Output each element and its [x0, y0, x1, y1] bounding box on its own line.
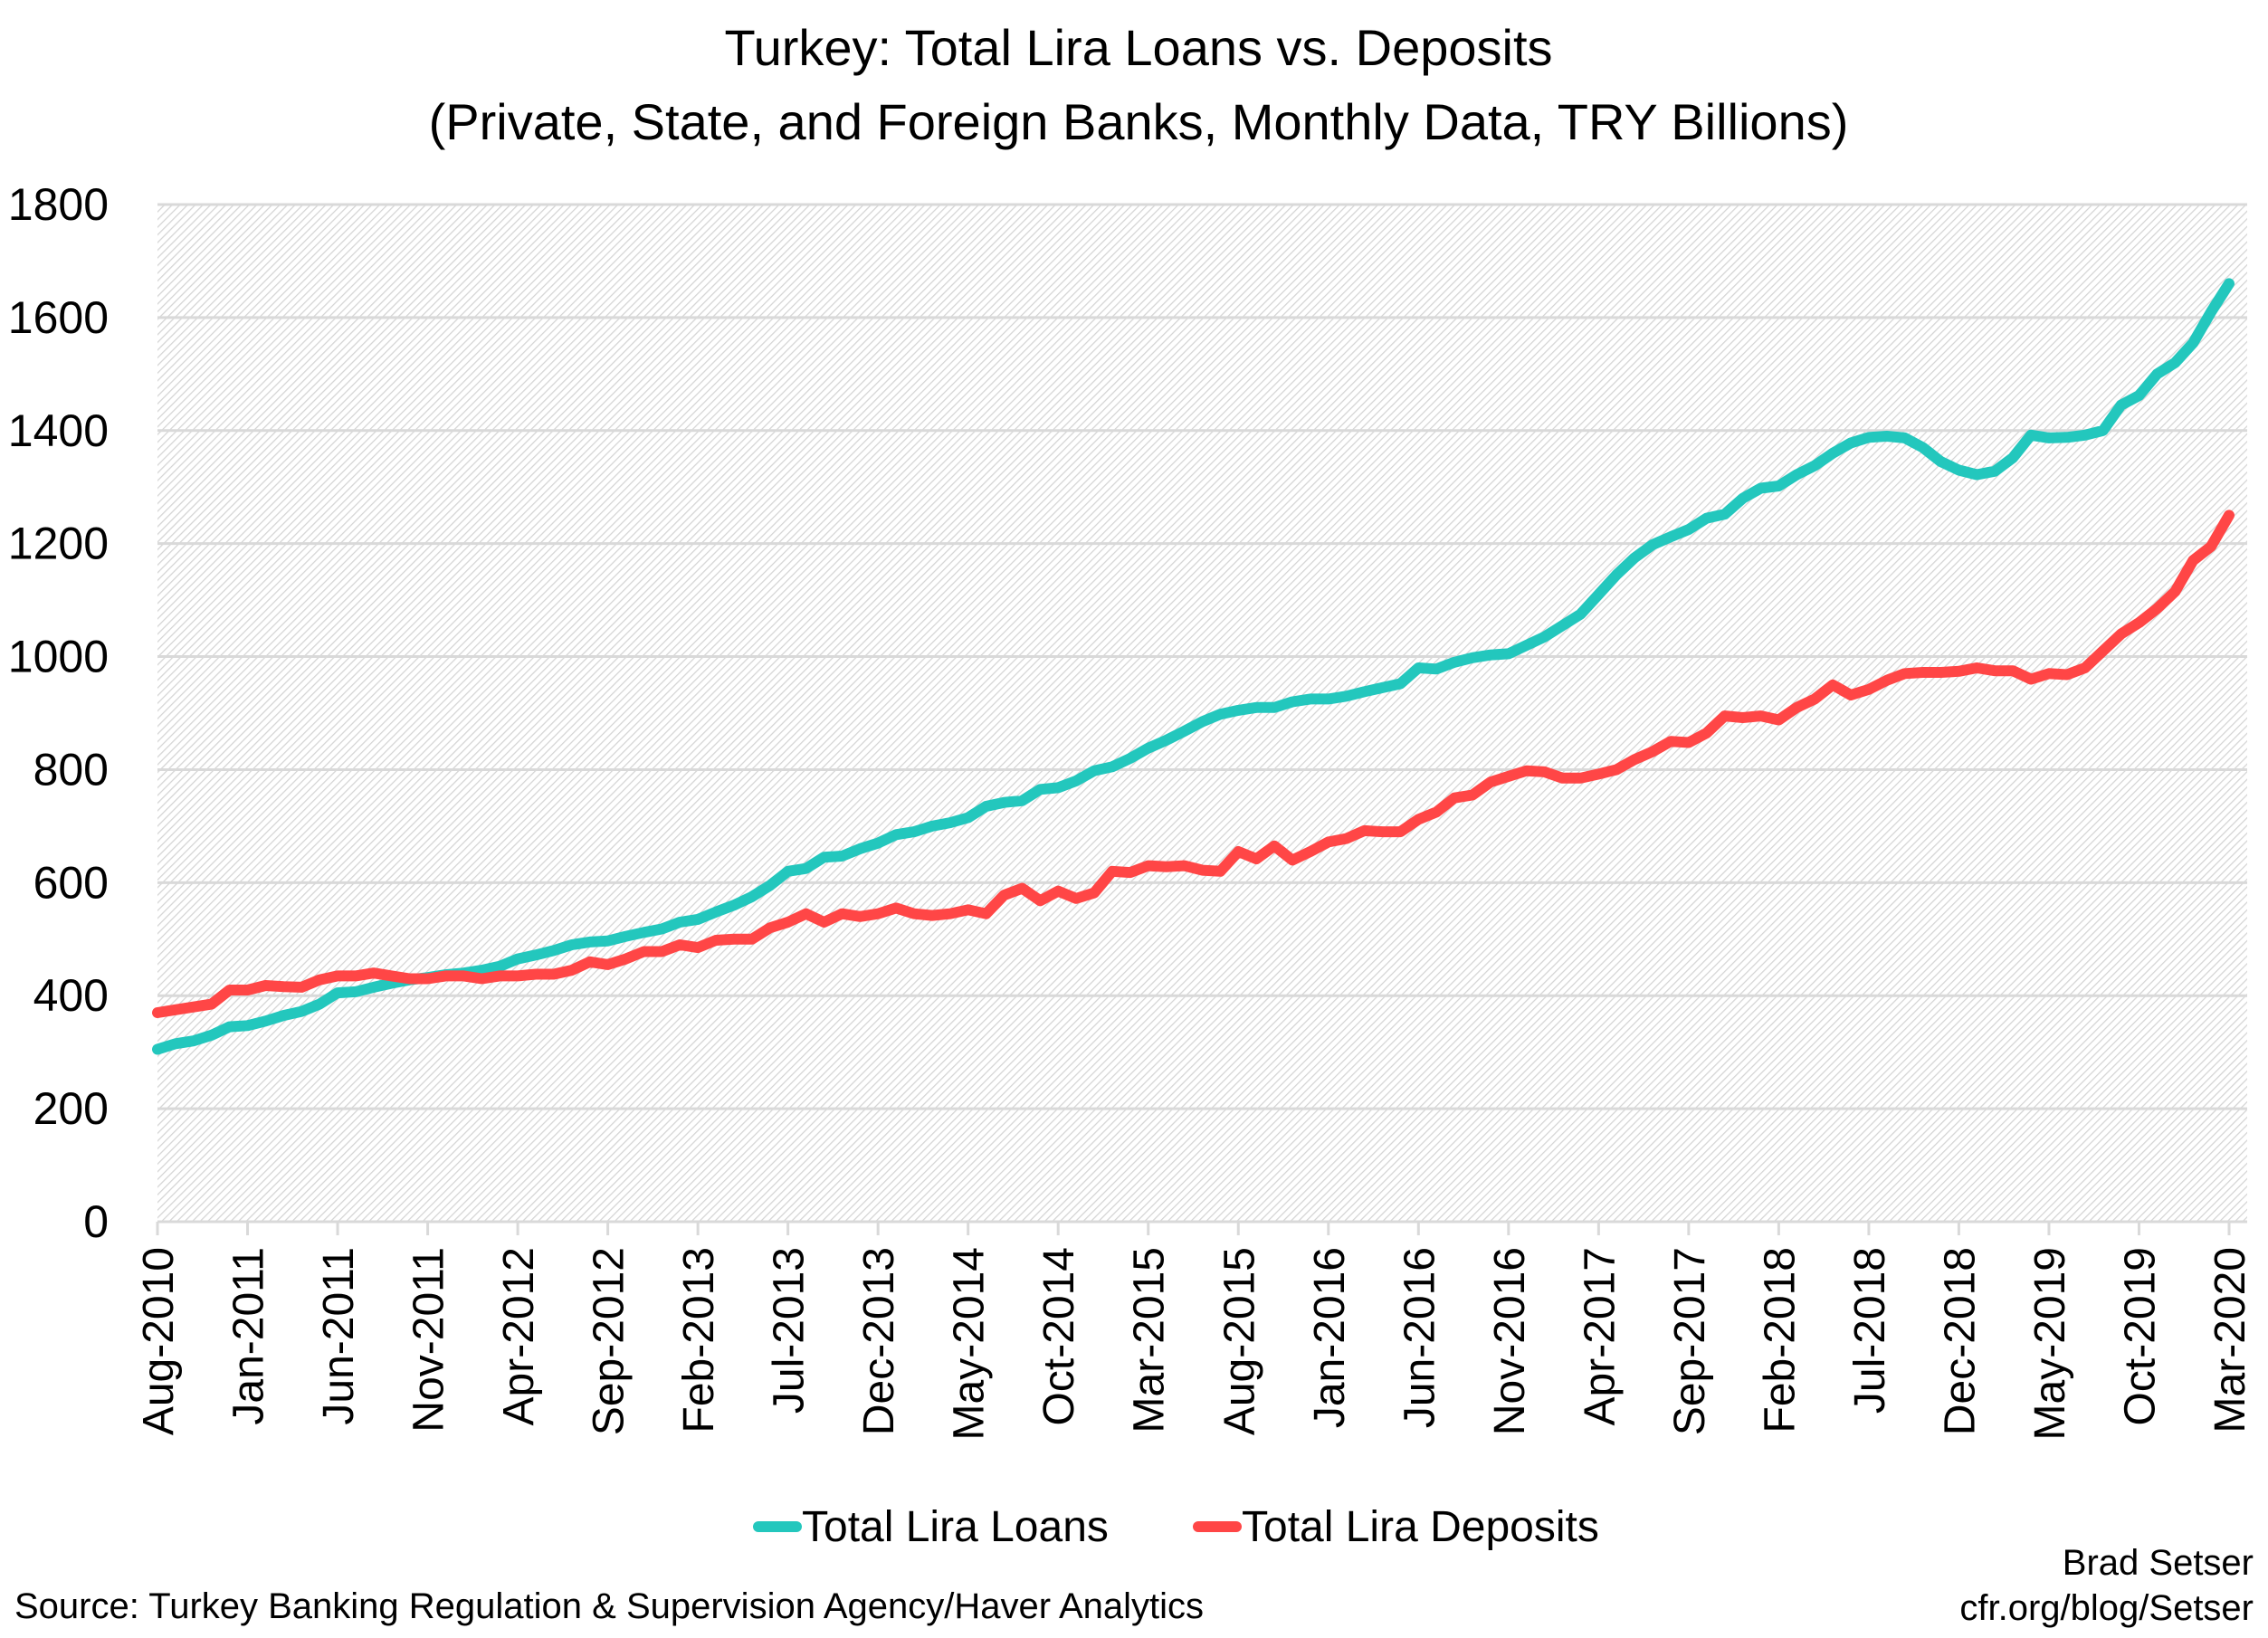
x-tick-label: Jul-2018: [1846, 1247, 1894, 1414]
legend: Total Lira Loans Total Lira Deposits: [753, 1503, 1599, 1551]
y-tick-label: 1200: [8, 519, 109, 569]
y-tick-label: 1800: [8, 179, 109, 230]
x-tick-label: Nov-2016: [1486, 1247, 1534, 1435]
x-tick-label: Dec-2018: [1936, 1247, 1984, 1435]
x-tick-label: Jan-2011: [225, 1247, 273, 1425]
x-tick-label: May-2014: [946, 1247, 994, 1440]
x-tick-label: Sep-2017: [1666, 1247, 1714, 1435]
gridlines: [157, 203, 2247, 1224]
x-tick-label: Aug-2010: [135, 1247, 183, 1435]
legend-item-deposits[interactable]: Total Lira Deposits: [1193, 1503, 1599, 1551]
x-tick-label: Apr-2017: [1576, 1247, 1624, 1425]
plot-area: [157, 205, 2247, 1222]
y-tick-label: 800: [33, 744, 109, 795]
author-credit: Brad Setser: [2063, 1543, 2254, 1583]
x-tick-label: Oct-2014: [1035, 1247, 1083, 1425]
chart-subtitle: (Private, State, and Foreign Banks, Mont…: [429, 93, 1849, 150]
x-axis: Aug-2010 Jan-2011 Jun-2011 Nov-2011 Apr-2012…: [135, 1222, 2254, 1440]
x-tick-label: Nov-2011: [405, 1247, 453, 1433]
y-tick-label: 1000: [8, 632, 109, 682]
x-tick-label: Mar-2015: [1126, 1247, 1174, 1433]
y-tick-label: 1600: [8, 292, 109, 343]
author-url[interactable]: cfr.org/blog/Setser: [1959, 1588, 2254, 1628]
legend-item-loans[interactable]: Total Lira Loans: [753, 1503, 1109, 1551]
source-note: Source: Turkey Banking Regulation & Supe…: [14, 1586, 1204, 1626]
y-tick-label: 0: [83, 1196, 109, 1247]
x-tick-label: Jun-2011: [315, 1247, 363, 1425]
x-tick-label: Aug-2015: [1215, 1247, 1263, 1435]
y-tick-label: 1400: [8, 405, 109, 456]
y-axis: 0 200 400 600 800 1000 1200 1400 1600 1800: [8, 179, 109, 1247]
y-tick-label: 400: [33, 970, 109, 1021]
x-tick-label: Apr-2012: [495, 1247, 543, 1425]
x-tick-label: May-2019: [2026, 1247, 2074, 1440]
x-tick-label: Jun-2016: [1396, 1247, 1444, 1428]
x-tick-label: Sep-2012: [586, 1247, 634, 1435]
x-tick-label: Mar-2020: [2206, 1247, 2254, 1433]
y-tick-label: 200: [33, 1083, 109, 1134]
x-tick-label: Dec-2013: [855, 1247, 903, 1435]
series-line-loans: [152, 278, 2235, 1055]
x-tick-label: Jul-2013: [766, 1247, 814, 1414]
x-tick-label: Oct-2019: [2116, 1247, 2164, 1425]
legend-label-deposits: Total Lira Deposits: [1242, 1503, 1599, 1551]
series-line-deposits: [152, 509, 2235, 1018]
x-tick-label: Feb-2018: [1756, 1247, 1804, 1433]
x-tick-label: Jan-2016: [1306, 1247, 1354, 1428]
series-lines: [152, 278, 2235, 1055]
legend-label-loans: Total Lira Loans: [802, 1503, 1109, 1551]
x-tick-label: Feb-2013: [675, 1247, 723, 1433]
chart-title: Turkey: Total Lira Loans vs. Deposits: [724, 19, 1552, 76]
y-tick-label: 600: [33, 857, 109, 908]
